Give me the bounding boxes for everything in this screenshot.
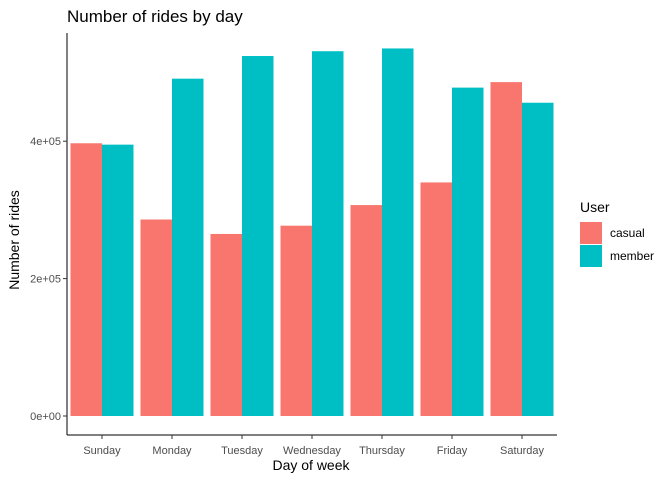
bar-casual-monday	[140, 219, 172, 416]
bar-member-saturday	[522, 102, 554, 416]
chart-title: Number of rides by day	[67, 7, 243, 26]
x-axis-title: Day of week	[272, 457, 350, 473]
bar-casual-tuesday	[210, 233, 242, 416]
legend-title: User	[580, 199, 610, 215]
bar-casual-wednesday	[280, 225, 312, 416]
x-tick-label: Saturday	[500, 445, 545, 457]
bar-member-friday	[452, 87, 484, 416]
bar-member-thursday	[382, 48, 414, 417]
x-axis: Sunday Monday Tuesday Wednesday Thursday Frid…	[67, 434, 557, 457]
x-tick-label: Sunday	[83, 445, 121, 457]
y-axis-title: Number of rides	[6, 190, 22, 290]
y-tick-label: 0e+00	[30, 411, 61, 423]
x-tick-label: Friday	[437, 445, 468, 457]
bar-member-tuesday	[242, 56, 274, 417]
x-tick-label: Wednesday	[283, 445, 341, 457]
bars	[70, 48, 554, 417]
bar-member-wednesday	[312, 51, 344, 416]
legend-label-casual: casual	[610, 226, 645, 240]
bar-member-monday	[172, 78, 204, 417]
bar-casual-friday	[420, 182, 452, 416]
bar-casual-saturday	[490, 82, 522, 417]
y-tick-label: 2e+05	[30, 274, 61, 286]
y-axis: 0e+00 2e+05 4e+05	[30, 33, 68, 435]
bar-casual-thursday	[350, 205, 382, 416]
x-tick-label: Monday	[152, 445, 192, 457]
legend-key-casual	[580, 222, 602, 244]
bar-member-sunday	[102, 144, 134, 416]
y-tick-label: 4e+05	[30, 136, 61, 148]
legend-key-member	[580, 245, 602, 267]
x-tick-label: Thursday	[359, 445, 405, 457]
x-tick-label: Tuesday	[221, 445, 263, 457]
legend: User casual member	[580, 199, 654, 267]
bar-casual-sunday	[70, 143, 102, 417]
legend-label-member: member	[610, 249, 654, 263]
